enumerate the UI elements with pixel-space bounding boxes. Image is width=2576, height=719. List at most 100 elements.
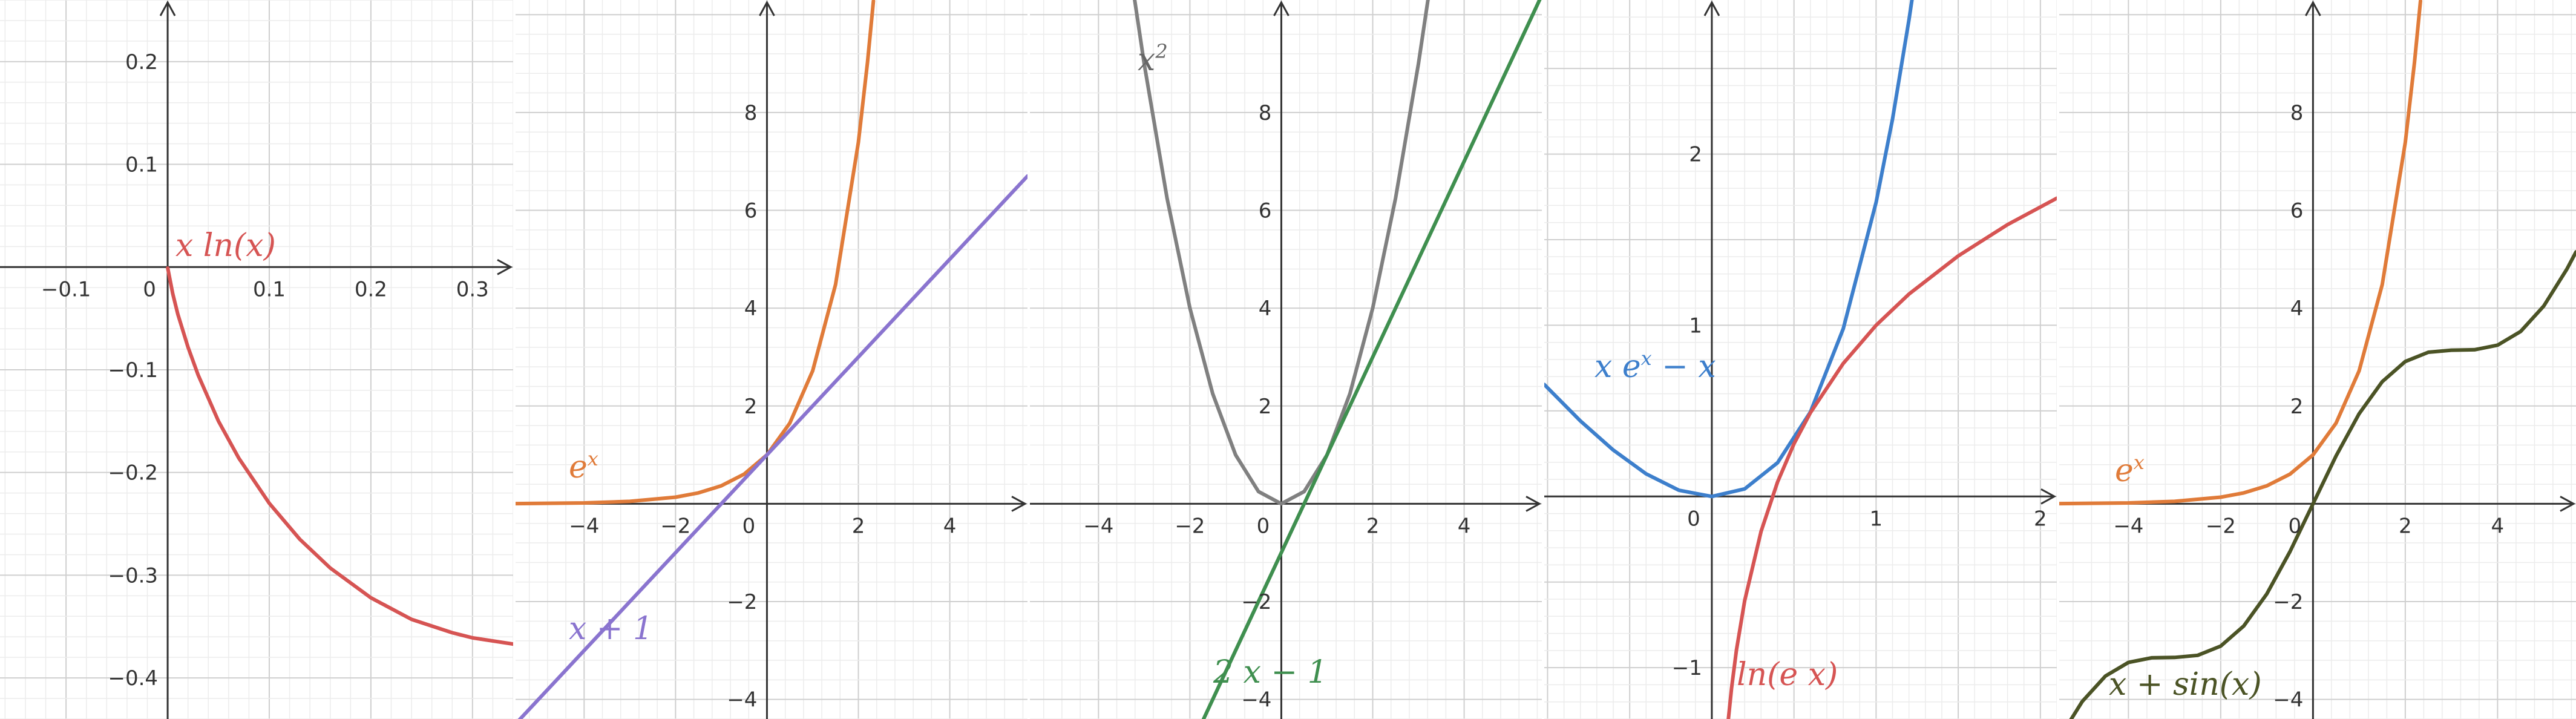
plot-panel-exp-and-x-plus-sin: −4 −2 0 2 4 8 6 4 2 −2 −4 [2059, 0, 2576, 719]
label-x-squared-power: 2 [1155, 40, 1167, 63]
x-axis-arrow-3 [2040, 488, 2057, 505]
x-tick-0-0: −0.1 [41, 277, 91, 301]
x-tick-4-4: 4 [2491, 514, 2505, 538]
y-tick-2-3: 2 [1259, 395, 1272, 419]
y-axis-arrow-0 [159, 0, 176, 16]
label-exp-power: x [588, 447, 598, 470]
plot-panel-parabola-and-line: −4 −2 0 2 4 8 6 4 2 −2 −4 [1030, 0, 1542, 719]
y-tick-2-4: −2 [1241, 590, 1271, 614]
y-tick-4-2: 4 [2290, 297, 2304, 321]
x-tick-4-3: 2 [2399, 514, 2412, 538]
x-tick-2-1: −2 [1175, 514, 1205, 538]
x-tick-1-2: 0 [742, 514, 756, 538]
label-x-squared: x2 [1138, 40, 1168, 78]
y-tick-0-5: −0.4 [108, 666, 159, 691]
y-tick-1-3: 2 [744, 395, 758, 419]
plot-area-1 [516, 0, 1027, 719]
x-tick-0-2: 0.1 [253, 277, 286, 301]
label-exp-base: e [569, 449, 588, 485]
x-tick-3-1: 1 [1870, 507, 1883, 531]
plot-area-4 [2059, 0, 2576, 719]
y-tick-1-1: 6 [744, 199, 758, 223]
label-x-plus-1: x + 1 [569, 611, 653, 647]
plot-panel-exp-and-line: −4 −2 0 2 4 8 6 4 2 −2 −4 [516, 0, 1027, 719]
y-tick-3-2: −1 [1672, 656, 1702, 680]
x-tick-1-3: 2 [852, 514, 865, 538]
label-exp: ex [569, 447, 598, 485]
series-4-1 [2069, 250, 2576, 719]
series-3-0 [1544, 0, 1914, 499]
y-tick-0-4: −0.3 [108, 563, 159, 588]
y-axis-arrow-4 [2305, 0, 2321, 16]
x-tick-4-1: −2 [2206, 514, 2236, 538]
plot-panel-x-ln-x: −0.1 0 0.1 0.2 0.3 0.2 0.1 −0.1 −0.2 −0.3 −0.4 [0, 0, 513, 719]
y-tick-2-2: 4 [1259, 297, 1272, 321]
x-tick-2-4: 4 [1458, 514, 1471, 538]
y-tick-4-5: −4 [2273, 688, 2303, 712]
label-ln-ex: ln(e x) [1737, 657, 1838, 693]
label-x-exp-minus-x-part1: x e [1594, 349, 1641, 385]
series-4-0 [2059, 0, 2422, 506]
label-x-exp-minus-x-part2: − x [1652, 349, 1716, 385]
series-0-0 [166, 266, 513, 646]
x-axis-arrow-2 [1526, 496, 1542, 512]
y-tick-0-2: −0.1 [108, 358, 159, 382]
y-tick-1-0: 8 [744, 101, 758, 125]
plot-area-0 [0, 0, 513, 719]
x-tick-0-3: 0.2 [355, 277, 387, 301]
x-tick-1-1: −2 [660, 514, 690, 538]
x-tick-4-2: 0 [2289, 514, 2302, 538]
y-tick-4-0: 8 [2290, 101, 2304, 125]
y-tick-2-1: 6 [1259, 199, 1272, 223]
x-tick-2-3: 2 [1366, 514, 1380, 538]
y-tick-3-0: 2 [1689, 143, 1702, 167]
y-tick-0-3: −0.2 [108, 461, 159, 485]
y-tick-0-0: 0.2 [125, 50, 158, 74]
x-tick-4-0: −4 [2113, 514, 2143, 538]
y-tick-3-1: 1 [1689, 314, 1702, 338]
grid-1 [516, 0, 1027, 719]
series-2-0 [1133, 0, 1430, 506]
label-exp-2-base: e [2115, 453, 2134, 489]
label-x-exp-minus-x: x ex − x [1594, 347, 1716, 385]
x-tick-3-0: 0 [1687, 507, 1700, 531]
grid-4 [2059, 0, 2576, 719]
series-1-1 [517, 174, 1027, 719]
series-3-1 [1726, 196, 2057, 719]
grid-0 [0, 0, 513, 719]
label-x-exp-minus-x-power: x [1641, 347, 1652, 370]
y-tick-0-1: 0.1 [125, 153, 158, 177]
y-tick-1-2: 4 [744, 297, 758, 321]
x-axis-arrow-1 [1011, 496, 1027, 512]
plot-area-2 [1030, 0, 1542, 719]
label-exp-2-power: x [2134, 451, 2145, 474]
y-tick-2-0: 8 [1259, 101, 1272, 125]
label-x-ln-x: x ln(x) [175, 228, 276, 264]
y-tick-1-4: −2 [727, 590, 757, 614]
x-tick-2-0: −4 [1083, 514, 1113, 538]
y-tick-1-5: −4 [727, 688, 757, 712]
x-axis-arrow-0 [497, 258, 513, 275]
x-tick-3-2: 2 [2034, 507, 2047, 531]
y-tick-4-3: 2 [2290, 395, 2304, 419]
label-x-squared-base: x [1138, 42, 1155, 78]
y-tick-4-1: 6 [2290, 199, 2304, 223]
label-2x-minus-1: 2 x − 1 [1213, 654, 1328, 691]
x-tick-1-0: −4 [569, 514, 599, 538]
series-2-1 [1202, 0, 1542, 719]
series-1-0 [516, 0, 876, 506]
label-x-plus-sin-x: x + sin(x) [2109, 666, 2262, 703]
grid-2 [1030, 0, 1542, 719]
y-axis-arrow-2 [1273, 0, 1290, 16]
x-tick-0-1: 0 [143, 277, 156, 301]
x-tick-2-2: 0 [1257, 514, 1270, 538]
x-tick-0-4: 0.3 [456, 277, 489, 301]
plot-area-3 [1544, 0, 2057, 719]
label-exp-2: ex [2115, 451, 2145, 489]
y-axis-arrow-3 [1703, 0, 1720, 16]
x-tick-1-4: 4 [943, 514, 957, 538]
x-axis-arrow-4 [2560, 496, 2576, 512]
y-axis-arrow-1 [759, 0, 775, 16]
plot-panel-xexp-and-ln: 0 1 2 2 1 −1 [1544, 0, 2057, 719]
